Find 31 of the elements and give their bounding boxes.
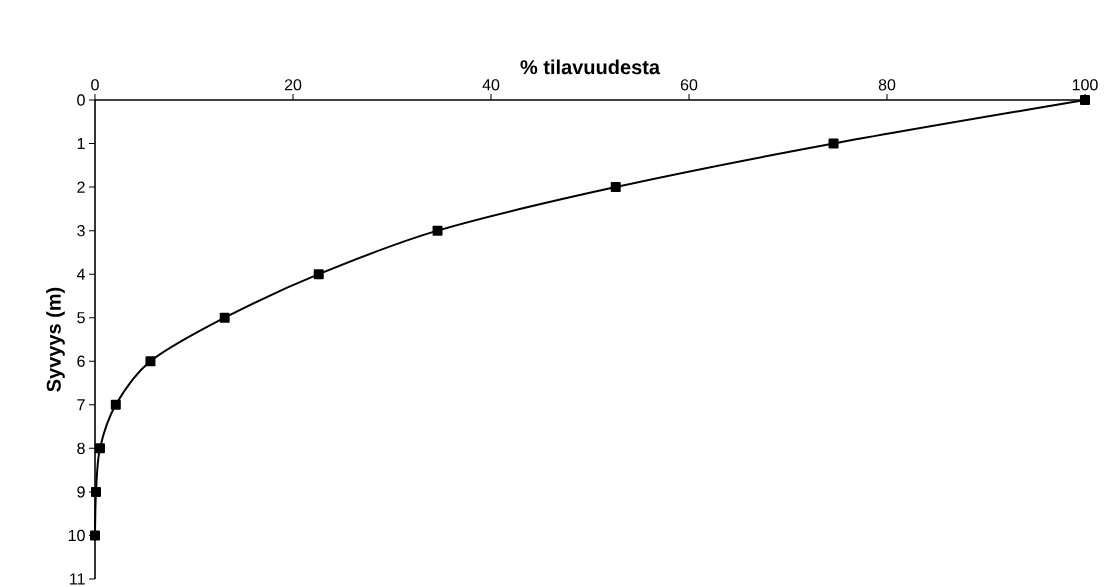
y-tick-label: 8 xyxy=(77,442,85,455)
point xyxy=(610,182,621,193)
y-tick-label: 6 xyxy=(77,355,85,367)
y-tick-label: 0 xyxy=(77,94,85,106)
y-axis-title: Syvyys (m) xyxy=(46,287,65,392)
x-axis-title: % tilavuudesta xyxy=(520,59,661,75)
y-tick-label: 2 xyxy=(77,181,85,193)
y-tick-label: 11 xyxy=(70,573,85,585)
point xyxy=(145,356,156,367)
x-tick-label: 40 xyxy=(482,79,500,91)
x-tick-label: 100 xyxy=(1072,79,1098,91)
y-tick-label: 4 xyxy=(76,268,85,280)
x-tick-label: 0 xyxy=(91,79,99,91)
y-tick-label: 7 xyxy=(77,399,85,411)
point xyxy=(90,530,100,541)
x-tick-label: 60 xyxy=(680,79,698,91)
point xyxy=(1080,95,1091,105)
x-tick-label: 80 xyxy=(878,79,896,91)
point xyxy=(110,399,121,410)
point xyxy=(432,225,443,236)
point xyxy=(828,138,839,149)
y-tick-label: 1 xyxy=(77,138,85,150)
y-tick-label: 9 xyxy=(77,486,85,498)
point xyxy=(219,312,230,323)
y-tick-label: 10 xyxy=(68,529,85,542)
point xyxy=(94,443,105,454)
point xyxy=(313,269,324,280)
point xyxy=(90,486,101,497)
y-tick-label: 3 xyxy=(77,224,85,237)
x-tick-label: 20 xyxy=(284,79,302,91)
y-tick-label: 5 xyxy=(77,312,85,324)
